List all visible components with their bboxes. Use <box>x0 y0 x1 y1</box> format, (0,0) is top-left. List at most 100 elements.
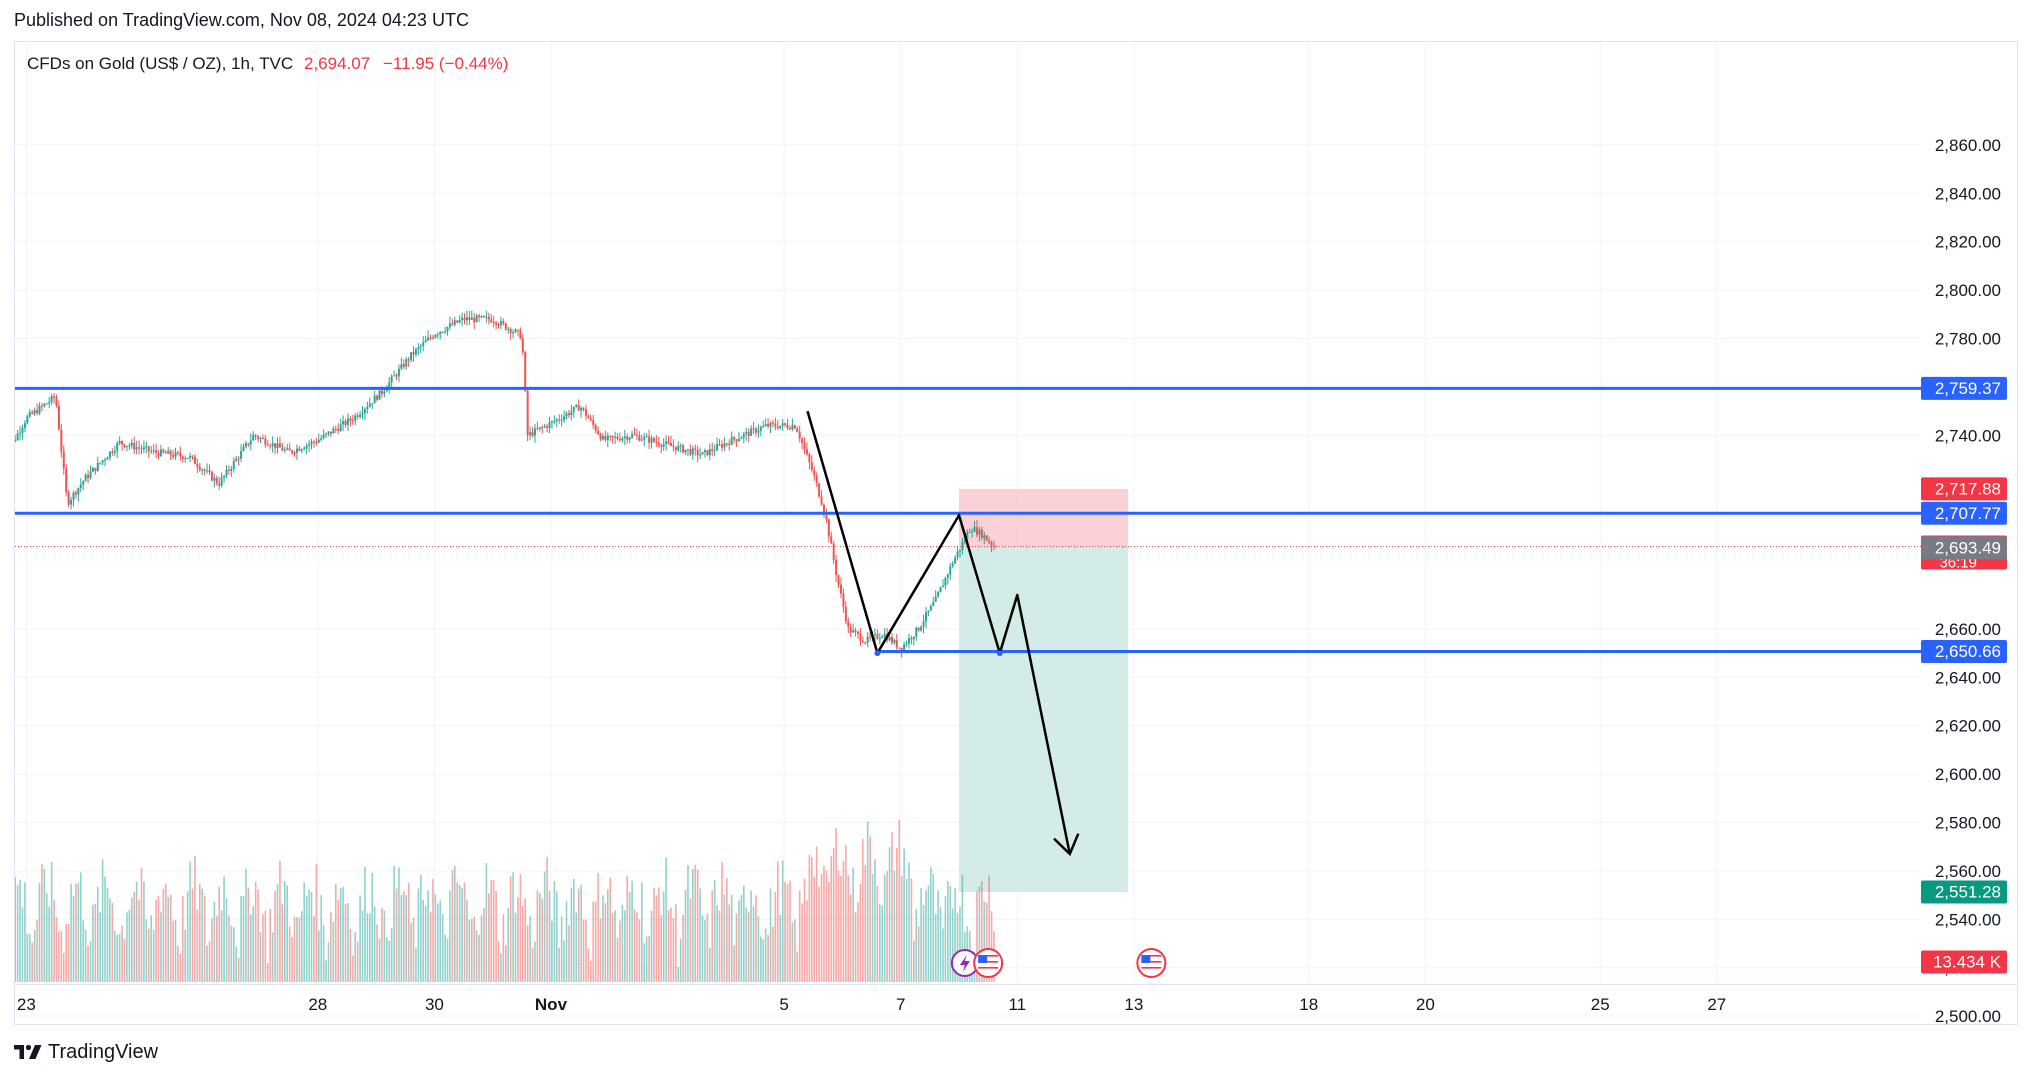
volume-bar <box>631 880 633 982</box>
candle-body <box>941 585 944 588</box>
volume-bar <box>320 895 323 982</box>
event-markers[interactable] <box>950 948 1167 978</box>
volume-bar <box>764 928 767 982</box>
volume-bar <box>619 920 621 982</box>
volume-bar <box>109 898 111 982</box>
volume-bar <box>760 936 762 982</box>
candle-body <box>82 481 85 485</box>
candle-body <box>303 448 306 450</box>
volume-bar <box>332 921 335 982</box>
volume-bar <box>665 857 667 982</box>
candle-body <box>349 418 352 421</box>
candle-body <box>390 376 393 383</box>
candle-body <box>638 435 641 441</box>
candle-body <box>150 450 153 452</box>
candle-body <box>735 439 738 441</box>
horizontal-levels[interactable] <box>15 386 1921 654</box>
candle-body <box>490 319 493 323</box>
us-flag-icon[interactable] <box>973 948 1004 978</box>
volume-bar <box>849 894 852 982</box>
volume-bar <box>342 886 344 982</box>
candle-body <box>310 441 313 445</box>
candle-body <box>856 631 859 634</box>
candle-body <box>55 397 58 406</box>
volume-bar <box>145 919 148 982</box>
candle-body <box>142 447 145 450</box>
volume-bar <box>111 903 114 982</box>
tradingview-logo[interactable]: TradingView <box>14 1040 158 1064</box>
candle-body <box>60 429 63 452</box>
candle-body <box>439 331 442 335</box>
volume-bar <box>407 883 410 982</box>
candle-body <box>130 442 133 446</box>
volume-bar <box>274 890 276 982</box>
candle-body <box>618 438 621 441</box>
x-tick-label: 13 <box>1124 995 1143 1014</box>
volume-bar <box>276 884 279 982</box>
volume-bar <box>801 903 803 982</box>
volume-bar <box>104 876 106 982</box>
projection-drawing[interactable] <box>806 410 1080 857</box>
candle-body <box>849 626 852 633</box>
candle-body <box>674 446 677 451</box>
candle-body <box>354 415 357 421</box>
volume-bar <box>94 903 97 982</box>
y-tick-label: 2,740.00 <box>1935 426 2001 445</box>
us-flag-icon[interactable] <box>1136 948 1167 978</box>
candle-body <box>38 405 41 414</box>
volume-bar <box>798 890 801 982</box>
candle-body <box>281 447 284 451</box>
candle-body <box>696 449 699 456</box>
candle-body <box>526 390 529 436</box>
anchor-point[interactable] <box>996 650 1003 657</box>
volume-bar <box>558 947 561 982</box>
candle-body <box>298 448 301 451</box>
volume-bar <box>607 889 609 982</box>
candle-body <box>660 445 663 447</box>
candle-body <box>866 636 869 643</box>
candle-body <box>594 425 597 431</box>
legend-change: −11.95 (−0.44%) <box>383 54 508 73</box>
volume-bar <box>755 895 757 982</box>
volume-bar <box>706 913 709 982</box>
candle-body <box>788 427 791 430</box>
candle-body <box>597 430 600 435</box>
candle-body <box>582 407 585 410</box>
candle-body <box>48 401 51 404</box>
candle-body <box>427 337 430 341</box>
volume-bar <box>915 909 918 982</box>
volume-bar <box>317 930 320 982</box>
candle-body <box>380 390 383 394</box>
volume-bar <box>512 872 514 982</box>
volume-bar <box>456 882 459 982</box>
volume-bar <box>123 939 126 982</box>
candle-body <box>53 396 56 398</box>
volume-bar <box>483 907 485 982</box>
volume-bar <box>247 887 250 982</box>
flag-stripe <box>978 961 999 963</box>
projection-path[interactable] <box>806 410 1072 855</box>
volume-bar <box>174 919 177 982</box>
volume-bar <box>269 909 272 982</box>
candle-body <box>973 527 976 532</box>
candle-body <box>572 406 575 412</box>
candle-body <box>531 432 534 436</box>
candle-body <box>400 364 403 369</box>
legend-symbol: CFDs on Gold (US$ / OZ), 1h, TVC <box>27 54 293 73</box>
volume-bar <box>36 919 38 982</box>
volume-bar <box>573 878 575 982</box>
volume-bar <box>305 896 308 982</box>
candle-body <box>31 412 34 414</box>
candle-body <box>264 438 267 445</box>
volume-bar <box>155 899 157 982</box>
anchor-point[interactable] <box>874 650 881 657</box>
candle-body <box>563 416 566 420</box>
candle-body <box>633 434 636 436</box>
candle-body <box>344 421 347 425</box>
candle-body <box>419 345 422 348</box>
volume-bar <box>597 872 599 982</box>
time-axis[interactable]: 23 28 30 Nov 5 7 11 13 18 20 25 27 <box>17 995 1726 1014</box>
volume-bar <box>475 930 478 982</box>
short-position-zones[interactable] <box>959 488 1129 893</box>
